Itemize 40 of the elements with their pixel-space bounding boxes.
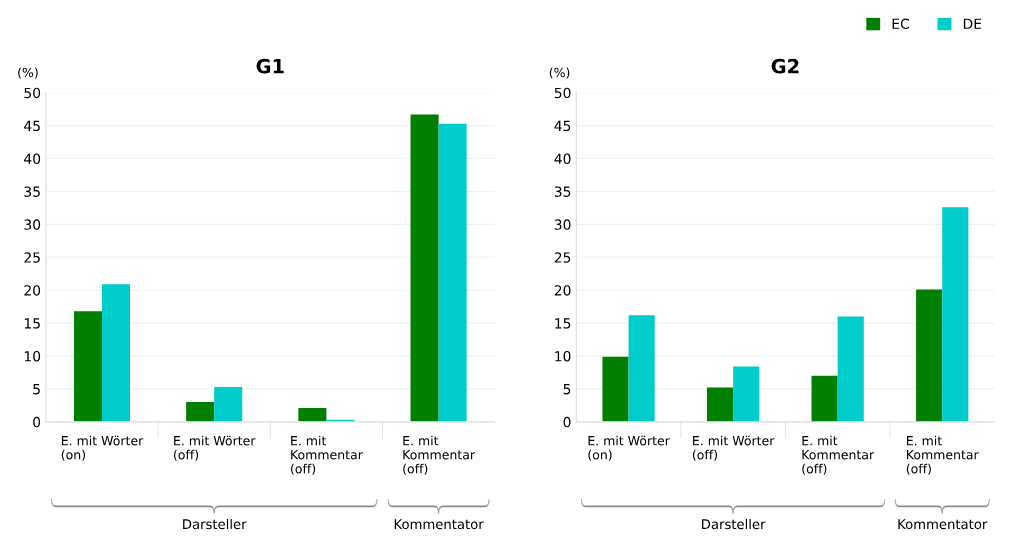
x-tick-label: E. mit Wörter (on) [588,435,670,461]
y-tick-label: 40 [24,153,41,165]
y-tick-label: 25 [24,252,40,263]
x-tick-label: E. mit Wörter (off) [174,435,256,461]
y-tick-label: 30 [24,219,41,230]
y-tick-label: 50 [554,87,571,99]
chart-title: G2 [771,58,799,74]
y-tick-label: 0 [563,416,571,428]
y-tick-label: 45 [24,120,40,132]
text: Darsteller [702,518,766,530]
y-tick-label: 10 [555,350,571,362]
chart-title: G1 [256,58,284,74]
y-tick-label: 35 [24,186,40,197]
x-tick-label: E. mit Wörter (off) [692,435,775,461]
y-tick-label: 5 [33,384,40,395]
y-tick-label: 5 [563,384,571,395]
y-tick-label: 15 [24,318,40,329]
y-tick-label: 40 [554,153,571,165]
y-tick-label: 35 [554,186,571,197]
y-tick-label: 25 [554,252,571,263]
y-tick-label: 45 [554,120,571,132]
text: Darsteller [183,518,247,530]
y-axis-title: (%) [18,67,38,79]
y-tick-label: 50 [24,87,41,99]
y-tick-label: 30 [554,219,571,230]
legend-label: DE [963,18,982,29]
text: Kommentator [898,519,988,530]
y-tick-label: 20 [554,285,571,296]
x-tick-label: E. mit Kommentar (off) [291,435,363,475]
x-tick-label: E. mit Kommentar (off) [403,435,476,475]
legend-label: EC [892,18,909,30]
x-tick-label: E. mit Wörter (on) [61,435,144,461]
text: Kommentator [394,519,484,530]
y-tick-label: 10 [24,350,41,362]
x-tick-label: E. mit Kommentar (off) [906,435,979,475]
y-tick-label: 20 [24,285,41,296]
y-axis-title: (%) [549,67,570,79]
y-tick-label: 0 [33,416,41,428]
y-tick-label: 15 [555,318,571,329]
x-tick-label: E. mit Kommentar (off) [802,435,875,475]
